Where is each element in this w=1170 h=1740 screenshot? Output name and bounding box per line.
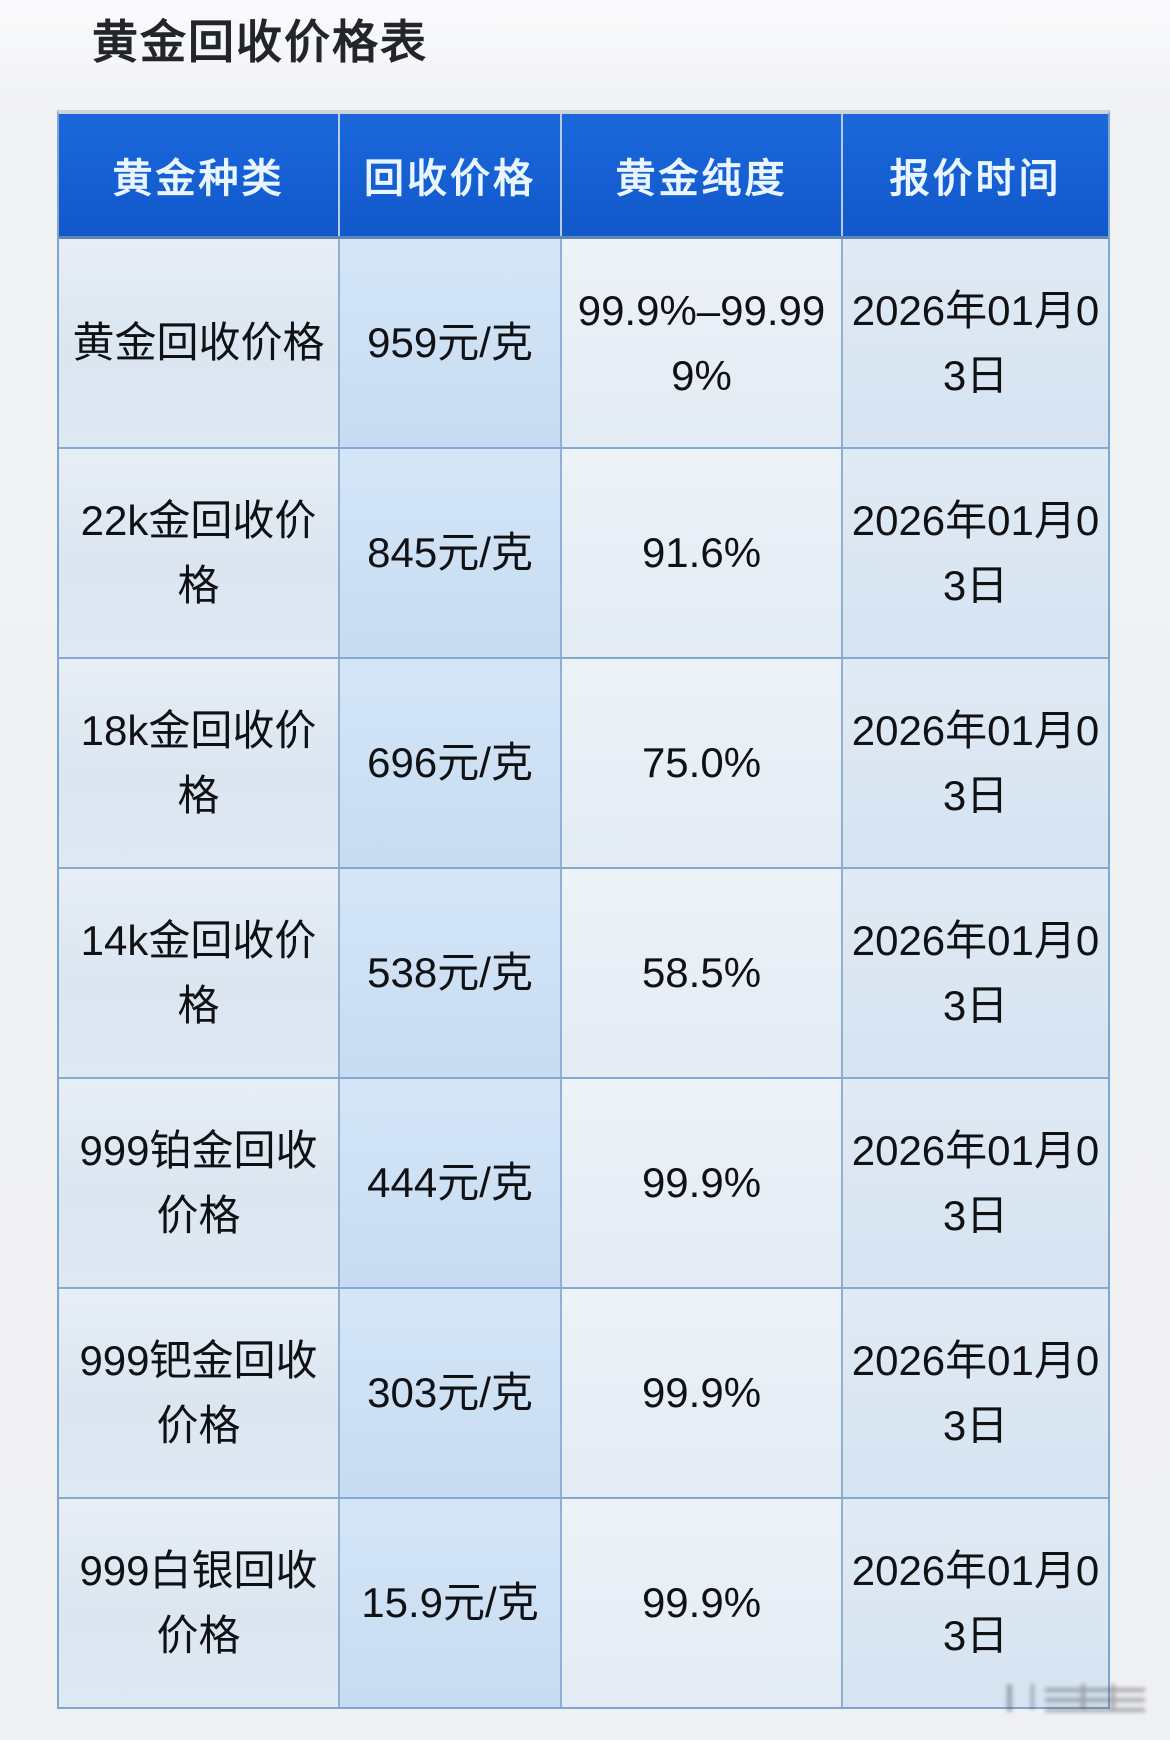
page-title: 黄金回收价格表 [92, 16, 428, 68]
cell-purity: 99.9% [562, 1079, 843, 1287]
cell-gold-type: 黄金回收价格 [59, 239, 340, 447]
header-cell-purity: 黄金纯度 [562, 114, 843, 236]
table-header-row: 黄金种类 回收价格 黄金纯度 报价时间 [59, 114, 1108, 239]
cell-purity: 99.9%–99.999% [562, 239, 843, 447]
cell-purity: 75.0% [562, 659, 843, 867]
table-row: 22k金回收价格 845元/克 91.6% 2026年01月03日 [59, 449, 1108, 659]
cell-price: 845元/克 [340, 449, 562, 657]
cell-price: 696元/克 [340, 659, 562, 867]
table-row: 18k金回收价格 696元/克 75.0% 2026年01月03日 [59, 659, 1108, 869]
cell-quote-time: 2026年01月03日 [843, 449, 1108, 657]
header-cell-quote-time: 报价时间 [843, 114, 1108, 236]
table-row: 黄金回收价格 959元/克 99.9%–99.999% 2026年01月03日 [59, 239, 1108, 449]
cell-gold-type: 22k金回收价格 [59, 449, 340, 657]
cell-quote-time: 2026年01月03日 [843, 869, 1108, 1077]
cell-quote-time: 2026年01月03日 [843, 1499, 1108, 1707]
cell-purity: 91.6% [562, 449, 843, 657]
cell-quote-time: 2026年01月03日 [843, 1079, 1108, 1287]
cell-gold-type: 14k金回收价格 [59, 869, 340, 1077]
header-cell-gold-type: 黄金种类 [59, 114, 340, 236]
cell-price: 303元/克 [340, 1289, 562, 1497]
table-row: 999铂金回收价格 444元/克 99.9% 2026年01月03日 [59, 1079, 1108, 1289]
table-row: 14k金回收价格 538元/克 58.5% 2026年01月03日 [59, 869, 1108, 1079]
cell-quote-time: 2026年01月03日 [843, 1289, 1108, 1497]
cell-purity: 58.5% [562, 869, 843, 1077]
cell-gold-type: 999白银回收价格 [59, 1499, 340, 1707]
cell-gold-type: 999钯金回收价格 [59, 1289, 340, 1497]
cell-quote-time: 2026年01月03日 [843, 239, 1108, 447]
header-cell-price: 回收价格 [340, 114, 562, 236]
cell-purity: 99.9% [562, 1289, 843, 1497]
cell-purity: 99.9% [562, 1499, 843, 1707]
table-row: 999白银回收价格 15.9元/克 99.9% 2026年01月03日 [59, 1499, 1108, 1707]
table-row: 999钯金回收价格 303元/克 99.9% 2026年01月03日 [59, 1289, 1108, 1499]
cell-gold-type: 18k金回收价格 [59, 659, 340, 867]
cell-quote-time: 2026年01月03日 [843, 659, 1108, 867]
cell-price: 15.9元/克 [340, 1499, 562, 1707]
cell-price: 959元/克 [340, 239, 562, 447]
cell-price: 538元/克 [340, 869, 562, 1077]
cell-price: 444元/克 [340, 1079, 562, 1287]
gold-price-table: 黄金种类 回收价格 黄金纯度 报价时间 黄金回收价格 959元/克 99.9%–… [57, 110, 1110, 1709]
cell-gold-type: 999铂金回收价格 [59, 1079, 340, 1287]
